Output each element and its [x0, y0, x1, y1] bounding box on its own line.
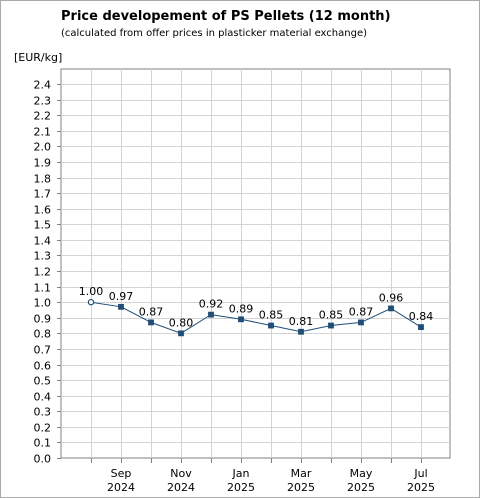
y-tick-label: 0.9	[34, 313, 52, 326]
y-tick-label: 0.6	[34, 360, 52, 373]
x-tick-label-year: 2025	[347, 481, 375, 494]
x-tick-label-month: Nov	[170, 467, 192, 480]
data-point	[148, 319, 154, 326]
series-line	[90, 301, 422, 334]
y-tick-label: 1.6	[34, 204, 52, 217]
data-point	[268, 322, 274, 329]
data-label: 0.87	[349, 305, 374, 318]
y-tick-label: 1.0	[34, 297, 52, 310]
y-tick-label: 0.7	[34, 344, 52, 357]
y-tick-label: 0.0	[34, 453, 52, 466]
y-tick-label: 1.9	[34, 157, 52, 170]
y-tick-label: 2.3	[34, 95, 52, 108]
chart-title: Price developement of PS Pellets (12 mon…	[61, 9, 391, 24]
data-point	[238, 316, 244, 323]
data-label: 0.96	[379, 291, 404, 304]
y-tick-label: 0.4	[34, 391, 52, 404]
data-point	[328, 322, 334, 329]
plot-area	[60, 68, 451, 459]
y-tick-label: 0.8	[34, 328, 52, 341]
x-tick-label-year: 2025	[227, 481, 255, 494]
data-label: 0.84	[409, 310, 434, 323]
chart-subtitle: (calculated from offer prices in plastic…	[61, 28, 367, 39]
x-tick-label-month: Jan	[232, 467, 250, 480]
y-tick-label: 2.4	[34, 79, 52, 92]
x-tick-label-year: 2025	[287, 481, 315, 494]
y-tick-label: 1.1	[34, 282, 52, 295]
y-tick-label: 1.4	[34, 235, 52, 248]
x-tick-label-year: 2024	[167, 481, 195, 494]
data-point	[208, 311, 214, 318]
y-tick-label: 0.5	[34, 375, 52, 388]
y-tick-label: 1.7	[34, 188, 52, 201]
data-label: 0.97	[109, 290, 134, 303]
data-label: 0.92	[199, 298, 224, 311]
data-point	[418, 324, 424, 331]
x-tick-label-month: Sep	[111, 467, 132, 480]
y-tick-label: 1.3	[34, 250, 52, 263]
data-label: 0.87	[139, 305, 164, 318]
y-axis-unit-label: [EUR/kg]	[14, 51, 63, 64]
y-tick-label: 1.8	[34, 173, 52, 186]
y-tick-label: 0.1	[34, 437, 52, 450]
data-label: 0.80	[169, 316, 194, 329]
x-tick-label-month: May	[350, 467, 373, 480]
y-tick-label: 0.2	[34, 422, 52, 435]
y-tick-label: 0.3	[34, 406, 52, 419]
x-tick-label-year: 2024	[107, 481, 135, 494]
y-tick-label: 2.1	[34, 126, 52, 139]
y-tick-label: 2.2	[34, 110, 52, 123]
data-label: 0.85	[259, 309, 284, 322]
x-tick-label-year: 2025	[407, 481, 435, 494]
x-tick-label-month: Jul	[413, 467, 427, 480]
y-tick-label: 2.0	[34, 141, 52, 154]
y-tick-label: 1.2	[34, 266, 52, 279]
data-point	[388, 305, 394, 312]
y-tick-label: 1.5	[34, 219, 52, 232]
x-tick-label-month: Mar	[291, 467, 312, 480]
data-point	[118, 303, 124, 310]
data-point	[87, 298, 95, 306]
data-label: 0.85	[319, 309, 344, 322]
data-point	[178, 330, 184, 337]
data-point	[298, 328, 304, 335]
data-point	[358, 319, 364, 326]
data-label: 1.00	[79, 285, 104, 298]
data-label: 0.81	[289, 315, 314, 328]
data-label: 0.89	[229, 302, 254, 315]
